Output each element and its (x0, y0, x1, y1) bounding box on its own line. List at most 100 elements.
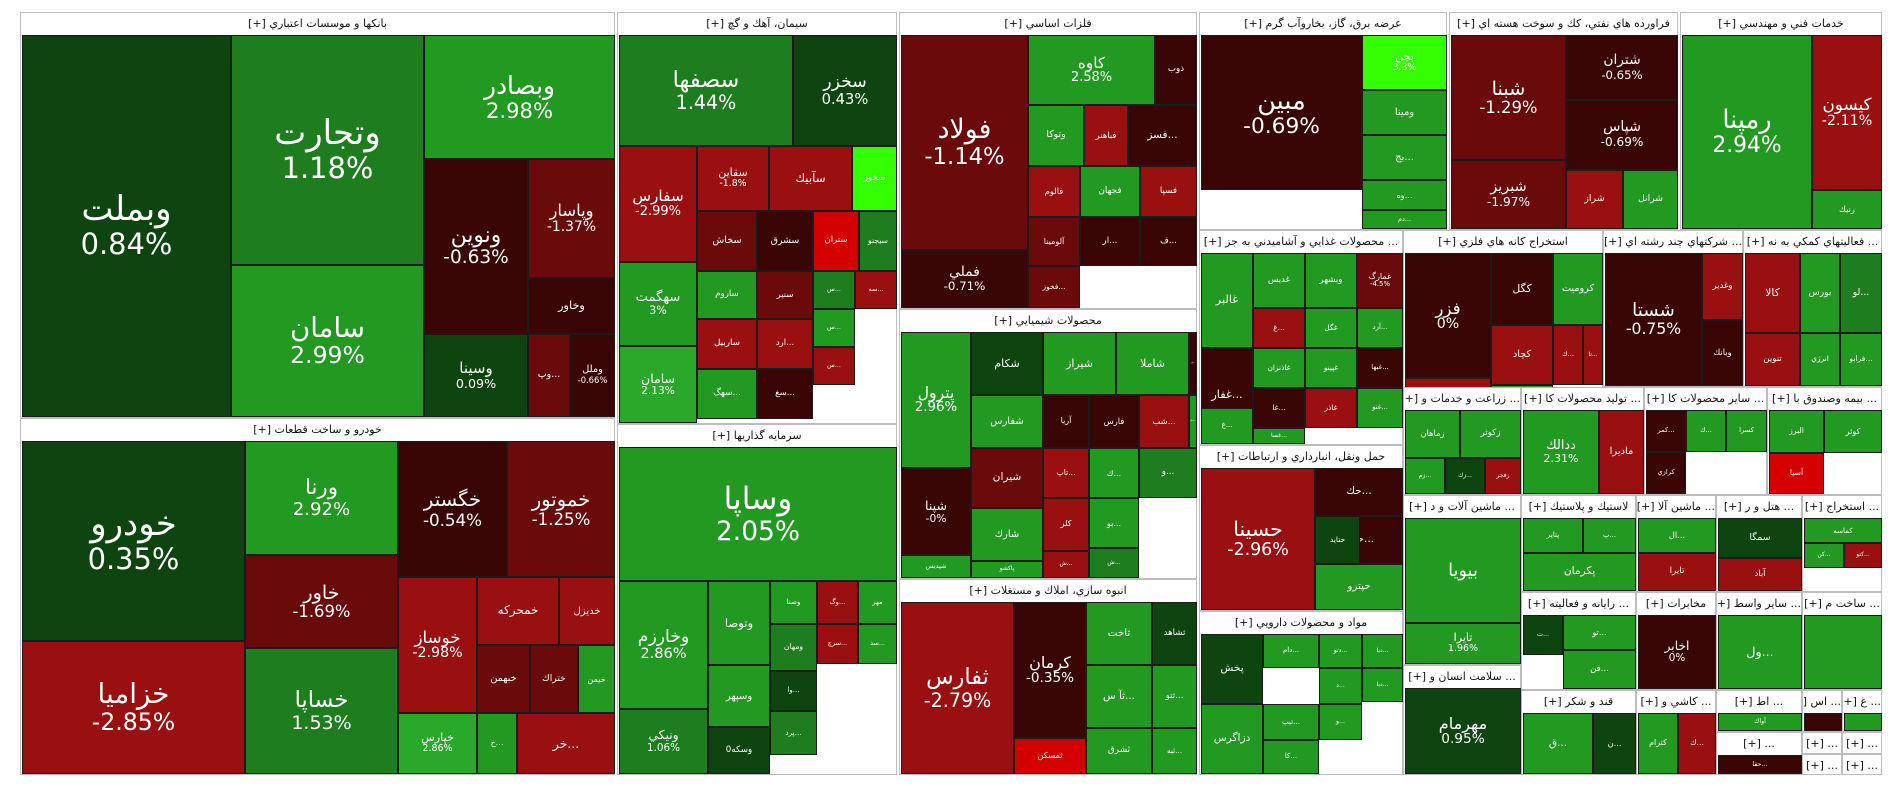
sector-title[interactable]: ... استخراج [+] (1803, 496, 1881, 518)
sector-title[interactable]: ... ماشين آلات و د [+] (1404, 496, 1520, 518)
stock-tile[interactable]: ...شب (1139, 395, 1189, 448)
stock-tile[interactable]: ...غ (1201, 408, 1253, 444)
stock-tile[interactable]: غاذر (1305, 388, 1357, 428)
sector-title[interactable]: فلزات اساسي [+] (900, 13, 1196, 35)
stock-tile[interactable]: زماهان (1405, 410, 1460, 458)
stock-tile[interactable]: حتايد (1315, 516, 1360, 564)
stock-tile[interactable]: بيويا (1405, 518, 1521, 623)
stock-tile[interactable]: ...حك (1315, 468, 1403, 516)
stock-tile[interactable]: ...س (813, 271, 855, 309)
stock-tile[interactable]: خيمن (578, 645, 615, 713)
stock-tile[interactable]: ...وگ (817, 581, 858, 624)
stock-tile[interactable]: تنوين (1745, 333, 1800, 386)
stock-tile[interactable]: ...ك (1089, 448, 1139, 498)
stock-tile[interactable]: ...كتو (1844, 543, 1882, 568)
stock-tile[interactable]: فسپا (1140, 166, 1197, 217)
sector-title[interactable]: سيمان، آهك و گچ [+] (618, 13, 896, 35)
stock-tile[interactable]: سقاين -1.8% (697, 146, 769, 211)
stock-tile[interactable]: شيراز (1043, 332, 1116, 395)
stock-tile[interactable]: ...ف (1140, 217, 1197, 266)
stock-tile[interactable]: ماديرا (1599, 410, 1644, 494)
stock-tile[interactable]: شاملا (1116, 332, 1189, 395)
sector-title[interactable]: ... [+] (1843, 733, 1881, 753)
stock-tile[interactable]: كرمان -0.35% (1014, 602, 1086, 738)
stock-tile[interactable]: ...وپ (528, 334, 570, 417)
stock-tile[interactable]: ...كمر (1646, 410, 1686, 452)
stock-tile[interactable]: دزاگرس (1201, 704, 1263, 774)
stock-tile[interactable]: انرژي (1800, 333, 1840, 386)
stock-tile[interactable]: وساپا 2.05% (619, 447, 897, 581)
stock-tile[interactable]: ...د (1319, 668, 1362, 704)
stock-tile[interactable]: فجهان (1080, 166, 1140, 217)
stock-tile[interactable]: وغدير (1702, 253, 1743, 320)
stock-tile[interactable]: غالبر (1201, 253, 1253, 348)
sector-title[interactable]: لاستيك و پلاستيك [+] (1522, 496, 1635, 518)
stock-tile[interactable]: ...كن (1804, 543, 1844, 568)
stock-tile[interactable]: ...ق (1523, 713, 1593, 774)
stock-tile[interactable]: كگل (1491, 253, 1553, 325)
stock-tile[interactable]: زفجر (1485, 458, 1521, 494)
stock-tile[interactable]: آسيا (1769, 453, 1824, 494)
stock-tile[interactable]: سامان 2.99% (231, 265, 424, 417)
stock-tile[interactable]: خوساز -2.98% (398, 577, 477, 713)
sector-title[interactable]: ... فعاليتهاي كمكي به نه [+] (1744, 231, 1881, 253)
sector-title[interactable]: مواد و محصولات دارويي [+] (1200, 612, 1402, 634)
stock-tile[interactable]: ددالك 2.31% (1523, 410, 1599, 494)
stock-tile[interactable]: وتوصا (708, 581, 770, 665)
stock-tile[interactable]: ...خر (517, 713, 615, 774)
stock-tile[interactable]: غاذنزان (1253, 348, 1305, 388)
stock-tile[interactable]: تايرا (1638, 553, 1716, 591)
stock-tile[interactable] (1804, 615, 1882, 689)
stock-tile[interactable]: وصنا (770, 581, 817, 624)
sector-title[interactable]: مخابرات [+] (1637, 593, 1715, 615)
stock-tile[interactable]: ومينا (1362, 90, 1447, 135)
stock-tile[interactable]: فباهنر (1084, 105, 1128, 166)
stock-tile[interactable]: اخابر 0% (1638, 615, 1716, 689)
stock-tile[interactable]: ...ديا (1362, 634, 1403, 668)
stock-tile[interactable]: ساربيل (697, 319, 757, 369)
stock-tile[interactable]: سخوز (852, 146, 897, 211)
stock-tile[interactable]: ...سه (855, 271, 897, 309)
stock-tile[interactable]: ساروم (697, 271, 757, 319)
stock-tile[interactable]: كاوه 2.58% (1028, 35, 1155, 105)
stock-tile[interactable]: كماسه (1804, 518, 1882, 543)
stock-tile[interactable]: ...دتو (1319, 634, 1362, 668)
sector-title[interactable]: ... هتل و ر [+] (1717, 496, 1801, 518)
stock-tile[interactable]: ونيكي 1.06% (619, 709, 708, 774)
sector-title[interactable]: ... ماشين آلا [+] (1637, 496, 1715, 518)
stock-tile[interactable]: ثفارس -2.79% (901, 602, 1014, 774)
stock-tile[interactable]: غديس (1253, 253, 1305, 308)
stock-tile[interactable]: ...پ (1583, 518, 1636, 553)
stock-tile[interactable]: ثشاهد (1152, 602, 1197, 665)
stock-tile[interactable]: سشرق (757, 211, 813, 271)
stock-tile[interactable]: كچاد (1491, 325, 1553, 385)
stock-tile[interactable]: مهرمام 0.95% (1405, 688, 1521, 774)
stock-tile[interactable]: كيسون -2.11% (1812, 35, 1882, 190)
stock-tile[interactable]: ...لو (1840, 253, 1882, 333)
stock-tile[interactable]: وبصادر 2.98% (424, 35, 615, 159)
sector-title[interactable]: ... اس [+] (1803, 691, 1841, 713)
stock-tile[interactable]: بجن 3.3% (1362, 35, 1447, 90)
stock-tile[interactable]: خگستر -0.54% (398, 441, 507, 577)
stock-tile[interactable]: ...غ (1253, 308, 1305, 348)
sector-title[interactable]: خودرو و ساخت قطعات [+] (21, 419, 614, 441)
stock-tile[interactable]: ...حفا (1718, 755, 1802, 774)
stock-tile[interactable]: وسكه0 (708, 727, 770, 774)
sector-title[interactable]: ... كاشي و [+] (1637, 691, 1715, 713)
stock-tile[interactable]: ثمسكن (1014, 738, 1086, 774)
sector-title[interactable]: محصولات شيميايي [+] (900, 310, 1196, 332)
stock-tile[interactable]: آريا (1043, 395, 1089, 448)
stock-tile[interactable]: ...دبا (1362, 668, 1403, 702)
stock-tile[interactable]: ورنا 2.92% (245, 441, 398, 555)
stock-tile[interactable]: ...ش (1089, 548, 1139, 578)
stock-tile[interactable]: ذوب (1155, 35, 1197, 105)
stock-tile[interactable]: ...دام (1263, 634, 1319, 668)
stock-tile[interactable]: كالا (1745, 253, 1800, 333)
stock-tile[interactable]: كرازي (1646, 452, 1686, 494)
stock-tile[interactable]: وسينا 0.09% (424, 334, 528, 417)
stock-tile[interactable]: ...غسا (1253, 428, 1305, 444)
sector-title[interactable]: ... شركتهاي چند رشته اي [+] (1604, 231, 1742, 253)
sector-title[interactable]: خدمات فني و مهندسي [+] (1681, 13, 1881, 35)
stock-tile[interactable]: مبين -0.69% (1201, 35, 1362, 190)
stock-tile[interactable]: ختراك (530, 645, 578, 713)
